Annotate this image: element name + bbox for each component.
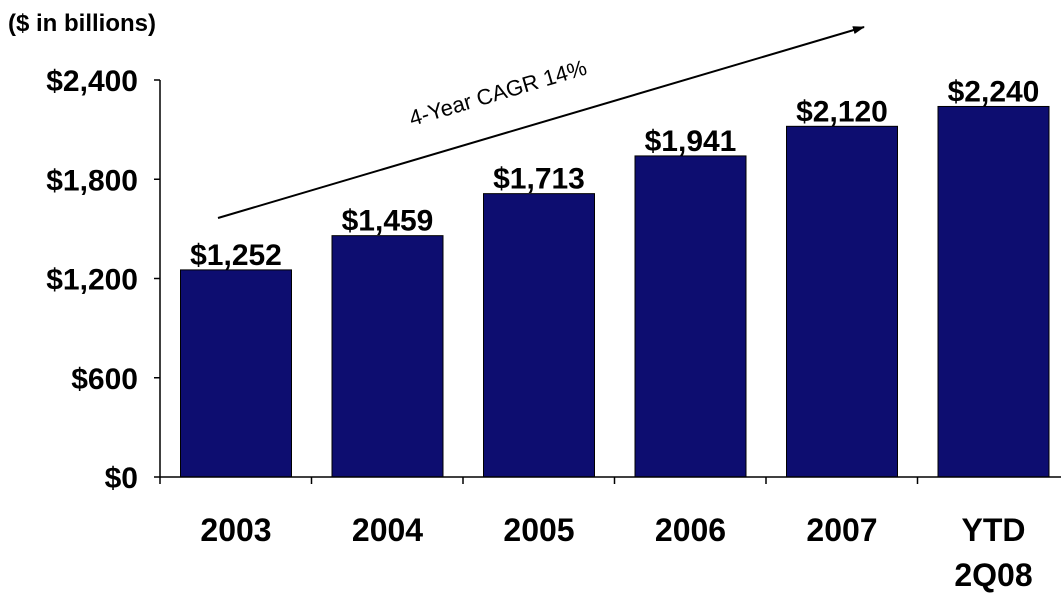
y-tick-label: $600 [71, 363, 138, 396]
bar [483, 193, 595, 478]
y-tick-label: $0 [105, 462, 138, 495]
x-category-label: 2005 [503, 512, 574, 548]
y-tick-label: $1,200 [46, 264, 138, 297]
x-category-label: 2007 [806, 512, 877, 548]
bar-value-label: $2,120 [796, 95, 888, 128]
bar-value-label: $1,459 [342, 205, 434, 238]
cagr-arrow [217, 26, 865, 219]
bar [937, 105, 1050, 478]
bar [331, 235, 444, 478]
x-category-label: 2Q08 [954, 557, 1032, 593]
bar [786, 125, 898, 478]
bars: $1,252 $1,459 $1,713 $1,941 $2,120 $2,240 [180, 75, 1050, 478]
y-tick-label: $2,400 [46, 65, 138, 98]
cagr-text: 4-Year CAGR 14% [406, 55, 589, 131]
bar-value-label: $1,252 [190, 239, 282, 272]
x-category-label: 2003 [200, 512, 271, 548]
unit-label: ($ in billions) [8, 10, 156, 37]
y-axis: $0 $600 $1,200 $1,800 $2,400 [46, 65, 161, 495]
bar [180, 269, 292, 478]
y-tick-label: $1,800 [46, 164, 138, 197]
bar-value-label: $2,240 [948, 75, 1040, 108]
x-category-label: YTD [962, 512, 1026, 548]
bar-value-label: $1,713 [493, 163, 585, 196]
x-axis: 2003 2004 2005 2006 2007 YTD 2Q08 [159, 476, 1061, 593]
x-category-label: 2004 [352, 512, 423, 548]
bar [634, 155, 747, 478]
bar-value-label: $1,941 [645, 125, 737, 158]
x-category-label: 2006 [655, 512, 726, 548]
